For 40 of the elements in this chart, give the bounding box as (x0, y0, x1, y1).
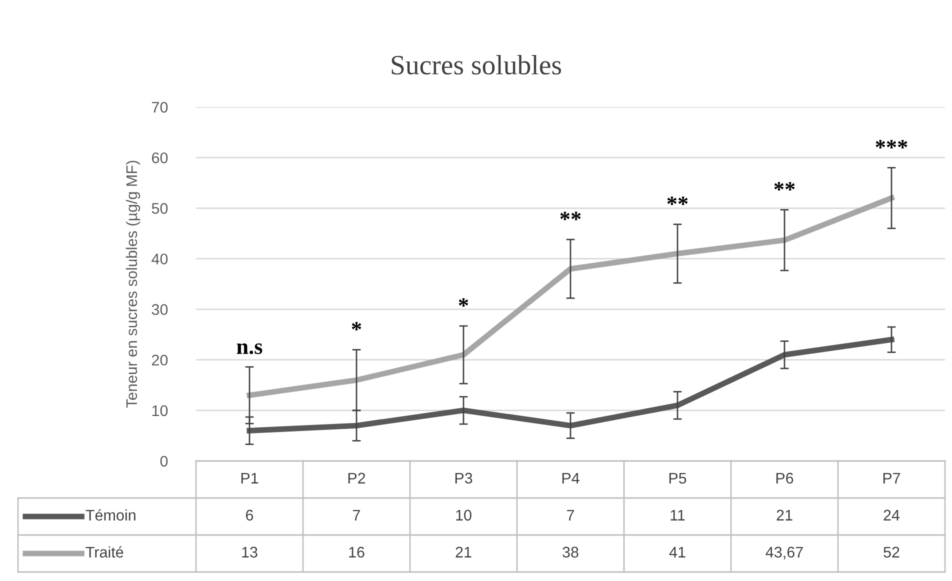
x-tick-label: P1 (241, 472, 258, 484)
annotation: * (458, 298, 468, 307)
data-label: 10 (456, 510, 472, 521)
data-label: 38 (562, 546, 578, 558)
annotation: * (352, 322, 362, 330)
data-label: 7 (353, 510, 360, 520)
data-label: 41 (669, 546, 686, 558)
data-label: 21 (456, 546, 472, 558)
y-tick-label: 50 (152, 203, 168, 214)
data-label: 7 (567, 510, 574, 520)
y-tick-label: 70 (152, 102, 168, 113)
annotation: ** (774, 182, 795, 190)
x-tick-label: P6 (776, 472, 794, 484)
legend-label: Traité (86, 546, 124, 558)
y-tick-label: 60 (152, 152, 168, 164)
annotation: *** (876, 140, 908, 148)
chart-title: Sucres solubles (392, 55, 562, 75)
data-label: 16 (349, 546, 364, 558)
data-label: 6 (246, 510, 254, 521)
data-label: 21 (776, 510, 792, 520)
y-tick-label: 30 (152, 304, 168, 315)
y-tick-label: 0 (160, 456, 168, 467)
data-label: 13 (242, 546, 258, 558)
data-label: 52 (884, 546, 900, 558)
x-tick-label: P2 (348, 472, 366, 484)
y-axis-title: Teneur en sucres solubles (µg/g MF) (126, 160, 140, 408)
data-label: 43,67 (766, 546, 803, 560)
annotation: n.s (236, 343, 262, 354)
x-tick-label: P5 (669, 472, 686, 484)
x-tick-label: P3 (455, 472, 472, 484)
y-tick-label: 10 (152, 405, 168, 416)
y-tick-label: 20 (152, 354, 168, 366)
data-label: 24 (884, 510, 900, 520)
y-tick-label: 40 (152, 254, 168, 264)
annotation: ** (560, 212, 581, 220)
x-tick-label: P4 (562, 472, 580, 484)
legend-label: Témoin (86, 509, 136, 521)
annotation: ** (667, 196, 688, 205)
x-tick-label: P7 (883, 472, 900, 484)
data-label: 11 (670, 510, 685, 520)
